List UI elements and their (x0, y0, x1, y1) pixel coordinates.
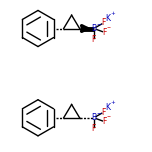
Text: F: F (101, 19, 106, 28)
Text: F: F (102, 28, 106, 37)
Text: F: F (101, 108, 106, 117)
Text: B: B (91, 113, 96, 122)
Text: +: + (110, 11, 115, 16)
Text: B: B (91, 24, 96, 33)
Text: −: − (106, 115, 110, 120)
Text: −: − (96, 21, 101, 26)
Text: +: + (110, 100, 115, 105)
Text: F: F (92, 35, 96, 44)
Text: −: − (96, 110, 101, 115)
Text: F: F (102, 117, 106, 126)
Text: K: K (106, 103, 111, 112)
Text: −: − (106, 25, 110, 30)
Text: F: F (92, 124, 96, 133)
Text: K: K (106, 14, 111, 22)
